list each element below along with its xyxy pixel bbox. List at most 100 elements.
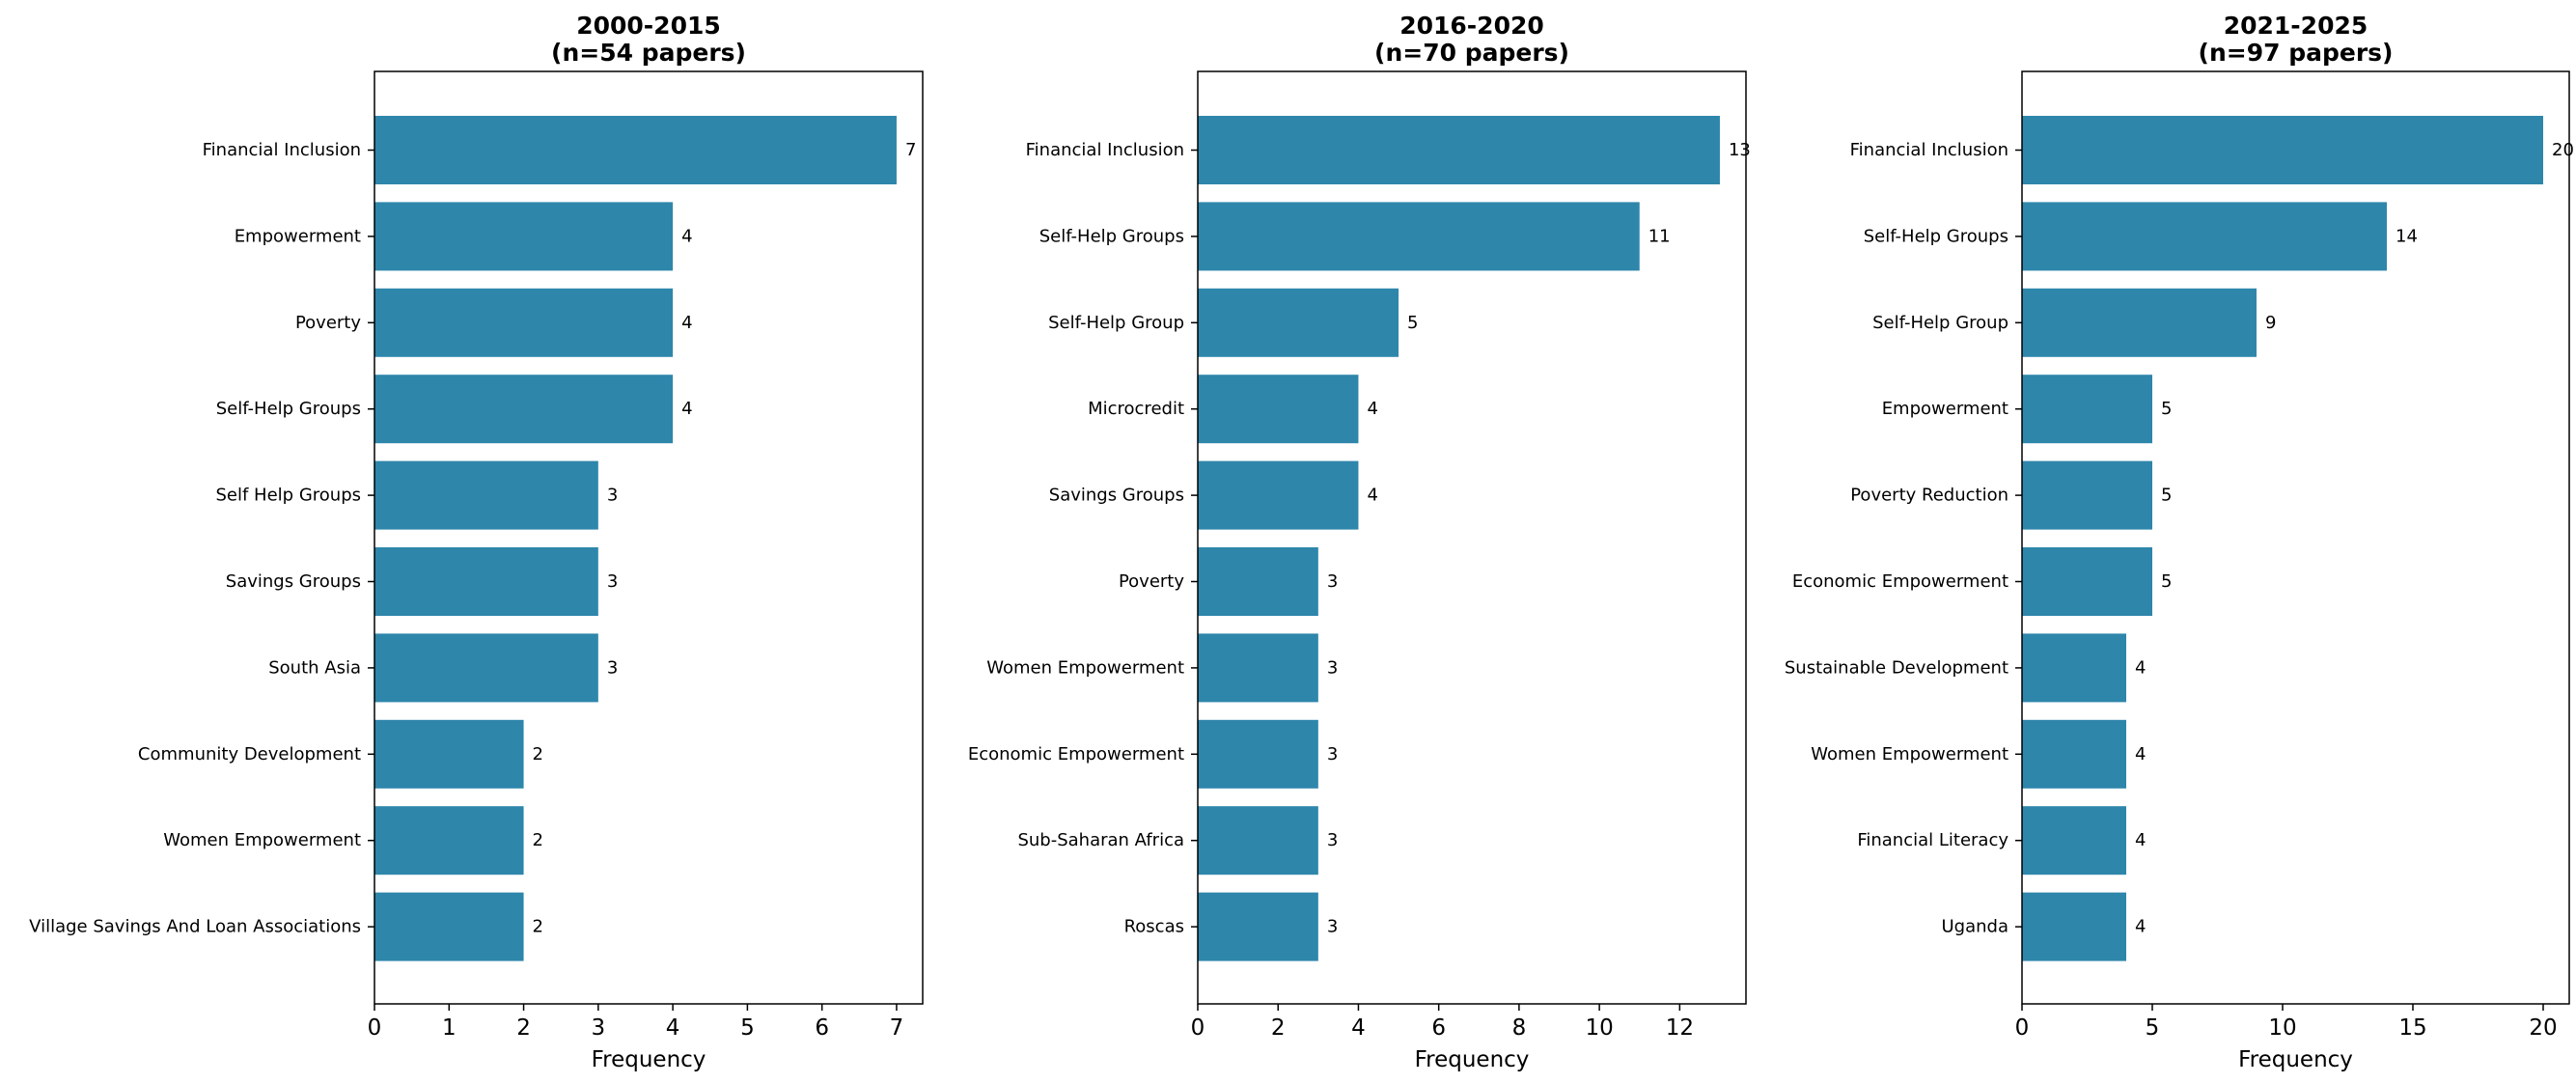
category-label: Empowerment [1882, 399, 2008, 419]
category-label: Financial Inclusion [1026, 140, 1184, 160]
category-label: Savings Groups [226, 571, 361, 592]
category-label: Community Development [138, 744, 361, 764]
bar [1198, 375, 1359, 444]
bar [2022, 719, 2126, 789]
category-label: Savings Groups [1049, 486, 1184, 506]
category-label: Microcredit [1088, 399, 1184, 419]
category-label: Self-Help Group [1872, 313, 2008, 333]
category-label: Financial Literacy [1857, 830, 2008, 850]
data-label: 4 [2135, 830, 2146, 850]
plot-frame [374, 70, 924, 1005]
category-label: Uganda [1942, 917, 2009, 937]
chart-title-line: 2021-2025 [2224, 12, 2368, 40]
bar [374, 460, 598, 530]
x-tick-label: 12 [1666, 1015, 1694, 1041]
category-label: Self Help Groups [216, 486, 362, 506]
bar [2022, 375, 2152, 444]
category-label: Self-Help Groups [1039, 226, 1184, 246]
bar [374, 633, 598, 703]
data-label: 4 [681, 226, 692, 246]
x-tick-label: 0 [1191, 1015, 1205, 1041]
x-tick-label: 5 [2146, 1015, 2160, 1041]
bar [2022, 116, 2543, 184]
x-tick-label: 8 [1512, 1015, 1527, 1041]
chart-panel-3: Financial Inclusion 20 Self-Help Groups 14 S… [1785, 12, 2574, 1072]
data-label: 4 [2135, 917, 2146, 937]
data-label: 3 [1327, 571, 1338, 592]
category-label: Self-Help Group [1048, 313, 1184, 333]
data-label: 2 [533, 744, 543, 764]
x-tick-label: 6 [815, 1015, 829, 1041]
data-label: 20 [2552, 140, 2574, 160]
category-label: Poverty [1119, 571, 1184, 592]
data-label: 4 [1367, 486, 1377, 506]
bar [1198, 806, 1318, 876]
bar [2022, 547, 2152, 616]
category-label: Poverty [295, 313, 361, 333]
data-label: 4 [681, 399, 692, 419]
x-tick-label: 4 [666, 1015, 680, 1041]
data-label: 2 [533, 917, 543, 937]
category-label: Empowerment [235, 226, 361, 246]
chart-title: 2021-2025 (n=97 papers) [2199, 12, 2394, 67]
category-label: Self-Help Groups [1864, 226, 2008, 246]
chart-title-line: 2016-2020 [1399, 12, 1544, 40]
bar [1198, 719, 1318, 789]
bar [374, 202, 674, 271]
data-label: 5 [2161, 486, 2172, 506]
data-label: 9 [2265, 313, 2276, 333]
bar [1198, 116, 1720, 184]
data-label: 5 [2161, 399, 2172, 419]
category-label: Economic Empowerment [968, 744, 1184, 764]
data-label: 4 [681, 313, 692, 333]
x-tick-label: 3 [592, 1015, 606, 1041]
chart-title-line: (n=54 papers) [551, 39, 746, 67]
bar [1198, 202, 1640, 271]
x-tick-label: 6 [1431, 1015, 1446, 1041]
category-label: Self-Help Groups [216, 399, 361, 419]
data-label: 3 [1327, 744, 1338, 764]
category-label: Village Savings And Loan Associations [29, 917, 361, 937]
data-label: 14 [2396, 226, 2418, 246]
bar [1198, 633, 1318, 703]
x-tick-label: 20 [2529, 1015, 2557, 1041]
category-label: Roscas [1124, 917, 1184, 937]
plot-frame [1197, 70, 1747, 1005]
data-label: 3 [607, 486, 618, 506]
x-tick-label: 10 [1585, 1015, 1613, 1041]
x-tick-label: 0 [2015, 1015, 2030, 1041]
bar [2022, 633, 2126, 703]
x-tick-label: 2 [516, 1015, 531, 1041]
bar [374, 892, 524, 961]
chart-panel-1: Financial Inclusion 7 Empowerment 4 Poverty 4… [29, 12, 924, 1072]
bar [2022, 460, 2152, 530]
data-label: 3 [1327, 830, 1338, 850]
data-label: 3 [607, 571, 618, 592]
bar [2022, 202, 2387, 271]
x-tick-label: 2 [1271, 1015, 1286, 1041]
x-axis-label: Frequency [592, 1047, 706, 1072]
bar [1198, 460, 1359, 530]
bar [1198, 288, 1399, 357]
bar [374, 375, 674, 444]
data-label: 2 [533, 830, 543, 850]
x-axis-label: Frequency [2238, 1047, 2353, 1072]
category-label: Financial Inclusion [203, 140, 361, 160]
category-label: Poverty Reduction [1850, 486, 2008, 506]
category-label: Economic Empowerment [1792, 571, 2008, 592]
chart-title: 2016-2020 (n=70 papers) [1374, 12, 1569, 67]
chart-panel-2: Financial Inclusion 13 Self-Help Groups 11 S… [968, 12, 1751, 1072]
data-label: 5 [2161, 571, 2172, 592]
x-tick-label: 5 [740, 1015, 755, 1041]
category-label: Sustainable Development [1785, 657, 2008, 678]
plot-frame [2021, 70, 2570, 1005]
bar [2022, 288, 2257, 357]
category-label: Women Empowerment [986, 657, 1184, 678]
data-label: 5 [1407, 313, 1418, 333]
bar [374, 719, 524, 789]
x-tick-label: 10 [2268, 1015, 2296, 1041]
data-label: 3 [607, 657, 618, 678]
data-label: 3 [1327, 917, 1338, 937]
category-label: Women Empowerment [163, 830, 361, 850]
bar [374, 547, 598, 616]
